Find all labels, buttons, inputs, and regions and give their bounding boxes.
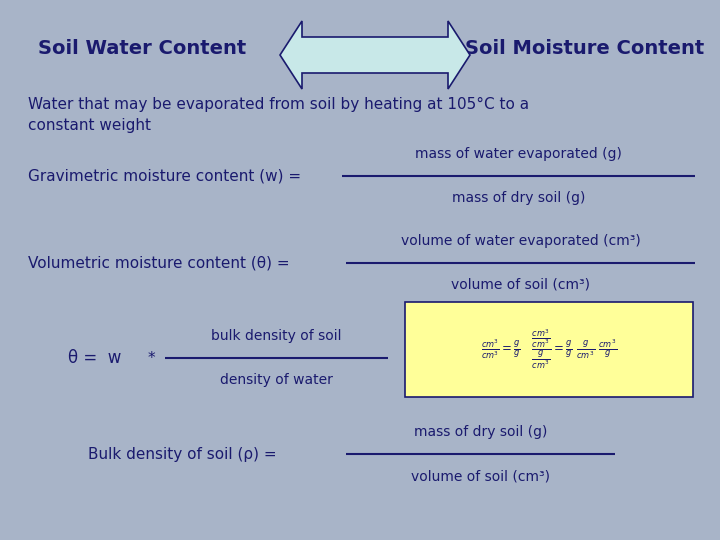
Text: *: * bbox=[148, 350, 156, 366]
Text: θ =  w: θ = w bbox=[68, 349, 122, 367]
Text: $\frac{cm^3}{cm^3}=\frac{g}{g}\ \ \ \frac{\dfrac{cm^3}{cm^3}}{\dfrac{g}{cm^3}}=\: $\frac{cm^3}{cm^3}=\frac{g}{g}\ \ \ \fra… bbox=[481, 328, 617, 371]
Text: Soil Moisture Content: Soil Moisture Content bbox=[465, 38, 704, 57]
Text: Volumetric moisture content (θ) =: Volumetric moisture content (θ) = bbox=[28, 255, 289, 271]
Text: constant weight: constant weight bbox=[28, 118, 151, 133]
Text: volume of water evaporated (cm³): volume of water evaporated (cm³) bbox=[400, 234, 640, 248]
Text: Water that may be evaporated from soil by heating at 105°C to a: Water that may be evaporated from soil b… bbox=[28, 97, 529, 112]
Text: mass of water evaporated (g): mass of water evaporated (g) bbox=[415, 147, 622, 161]
Text: Soil Water Content: Soil Water Content bbox=[38, 38, 246, 57]
Polygon shape bbox=[280, 21, 470, 89]
FancyBboxPatch shape bbox=[405, 302, 693, 397]
Text: volume of soil (cm³): volume of soil (cm³) bbox=[451, 278, 590, 292]
Text: Gravimetric moisture content (w) =: Gravimetric moisture content (w) = bbox=[28, 168, 301, 184]
Text: Bulk density of soil (ρ) =: Bulk density of soil (ρ) = bbox=[88, 447, 276, 462]
Text: density of water: density of water bbox=[220, 373, 333, 387]
Text: volume of soil (cm³): volume of soil (cm³) bbox=[411, 469, 550, 483]
Text: mass of dry soil (g): mass of dry soil (g) bbox=[414, 425, 547, 439]
Text: bulk density of soil: bulk density of soil bbox=[211, 329, 342, 343]
Text: mass of dry soil (g): mass of dry soil (g) bbox=[452, 191, 585, 205]
